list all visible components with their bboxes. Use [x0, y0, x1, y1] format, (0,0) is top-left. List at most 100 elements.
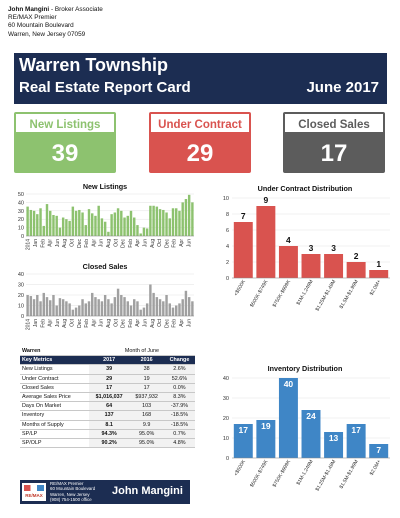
y-tick-label: 0 [226, 276, 229, 282]
bar [91, 292, 94, 316]
x-tick-label: Aug [106, 319, 112, 328]
data-label: 7 [376, 445, 381, 455]
table-cell: 137 [88, 410, 130, 421]
x-tick-label: $2.0M+ [369, 279, 383, 297]
bar [126, 215, 129, 236]
bar [26, 295, 29, 316]
remax-logo: RE/MAX [22, 483, 46, 501]
bar [126, 301, 129, 316]
table-group-header: Month of June [88, 347, 195, 357]
agent-title: - Broker Associate [49, 6, 103, 13]
data-label: 3 [309, 243, 314, 253]
table-cell: 95.0% [129, 429, 164, 439]
bar [65, 301, 68, 316]
x-tick-label: $1M-1.249M [295, 459, 314, 486]
bar [68, 220, 71, 236]
bar [324, 254, 344, 278]
table-cell: -18.5% [163, 420, 195, 430]
bar [123, 297, 126, 316]
table-area: Warren [20, 347, 89, 357]
footer-phone: (908) 754-1500 office [50, 497, 92, 503]
y-tick-label: 30 [223, 396, 229, 402]
table-header: Key Metrics [20, 355, 89, 366]
bar [139, 233, 142, 236]
bar [136, 225, 139, 236]
x-tick-label: Feb [40, 319, 46, 328]
table-cell: -18.5% [163, 410, 195, 421]
bar [278, 378, 298, 458]
bar [187, 194, 191, 236]
x-tick-label: Jan [33, 319, 39, 327]
agent-address-line2: Warren, New Jersey 07059 [8, 30, 86, 38]
x-tick-label: Oct [113, 238, 119, 246]
bar [100, 301, 104, 316]
footer-name: John Mangini [112, 485, 183, 497]
x-tick-label: Jun [186, 239, 192, 247]
x-tick-label: Feb [172, 239, 178, 248]
bar [184, 199, 188, 236]
data-label: 4 [286, 235, 291, 245]
bar [145, 228, 149, 236]
under-contract-chart-title: Under Contract Distribution [257, 184, 353, 193]
x-tick-label: Apr [179, 239, 185, 247]
bar [65, 219, 68, 236]
new-listings-chart-title: New Listings [82, 182, 128, 191]
table-cell: -37.9% [163, 401, 195, 412]
bar [29, 209, 33, 236]
y-tick-label: 30 [18, 283, 24, 289]
table-row: New Listings 39 38 2.6% [20, 364, 195, 375]
bar [26, 206, 29, 236]
bar [152, 292, 155, 316]
bar [158, 209, 162, 236]
table-cell: Under Contract [20, 374, 89, 384]
bar [301, 254, 321, 278]
table-header: Change [163, 355, 195, 366]
data-label: 40 [284, 379, 294, 389]
table-cell: 0.7% [163, 429, 195, 439]
y-tick-label: 8 [226, 212, 229, 218]
table-cell: 168 [129, 410, 164, 421]
bar [133, 217, 136, 236]
logo-text: RE/MAX [25, 493, 43, 498]
bar [71, 309, 75, 316]
x-tick-label: Aug [62, 319, 68, 328]
table-cell: Closed Sales [20, 383, 89, 393]
bar [39, 301, 42, 316]
report-period: June 2017 [306, 79, 379, 96]
bar [142, 307, 146, 316]
bar [129, 305, 133, 316]
table-cell: New Listings [20, 364, 89, 375]
bar [165, 295, 168, 316]
x-tick-label: Jan [33, 239, 39, 247]
bar [110, 303, 113, 316]
bar [178, 303, 181, 316]
x-tick-label: Apr [48, 319, 54, 327]
bar [81, 299, 84, 316]
town-title: Warren Township [19, 55, 169, 75]
closed-sales-chart-title: Closed Sales [82, 262, 128, 271]
bar [58, 227, 62, 236]
bar [233, 424, 253, 458]
y-tick-label: 10 [18, 304, 24, 310]
bar [42, 225, 45, 236]
card-closed-sales: Closed Sales 17 [283, 112, 385, 173]
bar [139, 309, 142, 316]
footer-company: RE/MAX Premier [50, 481, 84, 486]
bar [45, 297, 49, 316]
bar [162, 209, 165, 236]
x-tick-label: $1.5M-$1.99M [339, 459, 360, 490]
bar [84, 225, 87, 236]
x-tick-label: Jun [99, 319, 105, 327]
x-tick-label: Jun [186, 319, 192, 327]
bar [233, 222, 253, 278]
table-cell: 38 [129, 364, 164, 375]
bar [49, 300, 52, 316]
x-tick-label: Dec [77, 319, 83, 328]
y-tick-label: 4 [226, 244, 229, 250]
y-tick-label: 6 [226, 228, 229, 234]
table-cell: 2.6% [163, 364, 195, 375]
bar [29, 296, 33, 316]
bar [346, 424, 366, 458]
bar [52, 295, 55, 316]
